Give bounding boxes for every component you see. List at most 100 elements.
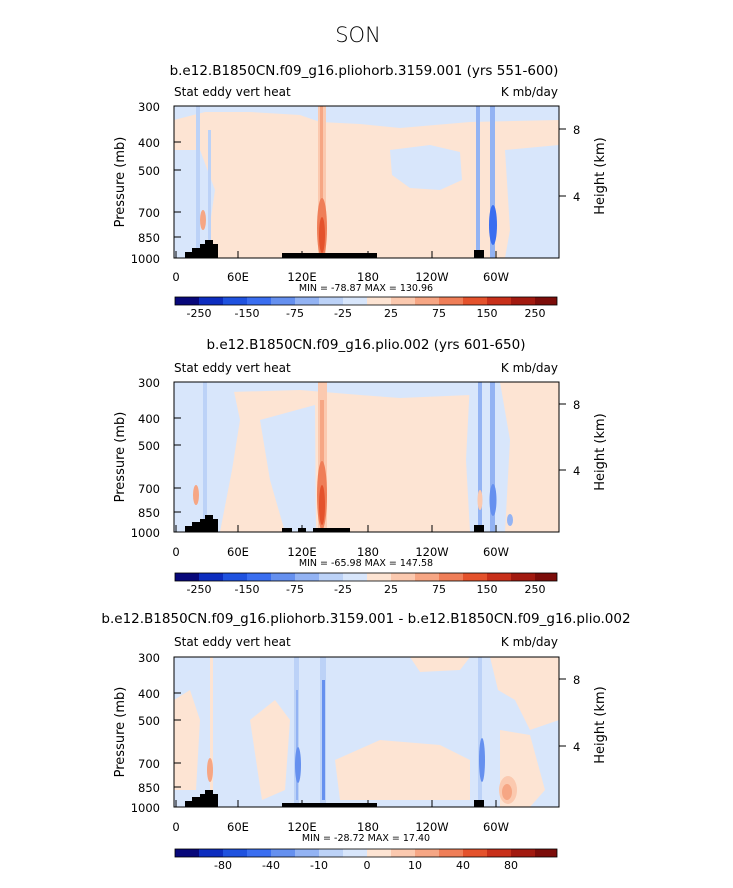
panel-2-cbar-label-0: -250: [187, 583, 212, 596]
panel-1-cbar-frame: [174, 296, 558, 306]
panel-1-neg-region-mid: [390, 145, 462, 190]
panel-1-x-axis: 0 60E 120E 180 120W 60W MIN = -78.87 MAX…: [172, 251, 509, 294]
panel-1-cbar-label-1: -150: [235, 307, 260, 320]
panel-2-right-label: K mb/day: [501, 361, 558, 375]
panel-2-cbar-0: [175, 573, 199, 581]
panel-2-topography-africa: [185, 515, 218, 532]
panel-2-ytick-label-400: 400: [138, 412, 160, 426]
panel-1-cbar-11: [439, 297, 463, 305]
panel-2-cbar-15: [535, 573, 557, 581]
panel-2-ytick-label-1000: 1000: [131, 526, 160, 540]
panel-2-pos-spot: [193, 485, 199, 505]
panel-2-cbar-2: [223, 573, 247, 581]
panel-1-cbar-label-2: -75: [286, 307, 304, 320]
panel-1-minmax: MIN = -78.87 MAX = 130.96: [299, 283, 433, 294]
panel-3-cbar-7: [343, 849, 367, 857]
panel-1-left-label: Stat eddy vert heat: [174, 85, 291, 99]
panel-2-cbar-label-7: 250: [525, 583, 546, 596]
panel-2-cbar-label-6: 150: [477, 583, 498, 596]
panel-2-xtick-label-120e: 120E: [287, 545, 316, 559]
panel-1-htick-label-4: 4: [573, 190, 580, 204]
panel-1-right-label: K mb/day: [501, 85, 558, 99]
panel-1-title: b.e12.B1850CN.f09_g16.pliohorb.3159.001 …: [170, 63, 559, 79]
panel-3-cbar-6: [319, 849, 343, 857]
panel-3-colorbar: -80 -40 -10 0 10 40 80: [174, 848, 558, 872]
panel-2-neg-region-right: [466, 382, 510, 532]
panel-2-title: b.e12.B1850CN.f09_g16.plio.002 (yrs 601-…: [206, 337, 525, 353]
panel-3-cbar-3: [247, 849, 271, 857]
panel-3-cbar-15: [535, 849, 557, 857]
panel-1-y-axis: Pressure (mb) 300 400 500 700 850 1000: [113, 100, 181, 266]
panel-3-ytick-label-850: 850: [138, 781, 160, 795]
panel-1-neg-core: [489, 205, 497, 245]
panel-3-right-label: K mb/day: [501, 635, 558, 649]
panel-2-cbar-12: [463, 573, 487, 581]
panel-2-cbar-label-1: -150: [235, 583, 260, 596]
panel-1-neg-region-left: [174, 150, 215, 258]
panel-3-cbar-11: [439, 849, 463, 857]
panel-1-neg-column-a: [196, 106, 200, 258]
panel-3-neg-column-e: [478, 657, 482, 807]
panel-3-y-axis: Pressure (mb) 300 400 500 700 850 1000: [113, 651, 181, 815]
panel-1-right-axis: Height (km) 8 4: [559, 123, 608, 215]
panel-2-cbar-10: [415, 573, 439, 581]
panel-2-cbar-label-5: 75: [432, 583, 446, 596]
panel-3-xtick-label-180: 180: [357, 820, 379, 834]
panel-3-xtick-label-60w: 60W: [483, 820, 509, 834]
panel-3-frame: [173, 656, 560, 808]
panel-2-colorbar: -250 -150 -75 -25 25 75 150 250: [174, 572, 558, 596]
panel-1-cbar-14: [511, 297, 535, 305]
panel-3-ylabel-right: Height (km): [593, 686, 608, 763]
panel-1-ytick-label-400: 400: [138, 136, 160, 150]
panel-2-cbar-11: [439, 573, 463, 581]
panel-1-neg-column-d: [490, 106, 495, 258]
panel-1-neg-region-upper: [174, 106, 559, 128]
panel-2-ylabel-right: Height (km): [593, 413, 608, 490]
panel-3-pos-region-asia: [250, 700, 290, 800]
panel-3-pos-region-upper-right: [490, 657, 559, 730]
panel-3-cbar-label-0: -80: [214, 859, 232, 872]
panel-3-htick-label-4: 4: [573, 740, 580, 754]
panel-1-cbar-label-4: 25: [384, 307, 398, 320]
panel-1-cbar-4: [271, 297, 295, 305]
panel-1-cbar-12: [463, 297, 487, 305]
panel-3-pos-region-north: [410, 657, 470, 672]
panel-3-neg-column-b: [296, 690, 298, 800]
panel-3-cbar-12: [463, 849, 487, 857]
panel-1-cbar-7: [343, 297, 367, 305]
panel-3-right-axis: Height (km) 8 4: [559, 673, 608, 764]
panel-1-neg-column-c: [476, 106, 480, 258]
panel-1-cbar-label-6: 150: [477, 307, 498, 320]
panel-2-cbar-6: [319, 573, 343, 581]
panel-1-neg-column-b: [208, 130, 211, 250]
panel-1-cbar-3: [247, 297, 271, 305]
panel-1-cbar-8: [367, 297, 391, 305]
panel-2-x-axis: 0 60E 120E 180 120W 60W MIN = -65.98 MAX…: [172, 525, 509, 569]
panel-1-cbar-15: [535, 297, 557, 305]
panel-2-right-axis: Height (km) 8 4: [559, 398, 608, 491]
panel-3-ytick-label-500: 500: [138, 714, 160, 728]
panel-1-cbar-2: [223, 297, 247, 305]
panel-1-xtick-label-120w: 120W: [415, 270, 448, 284]
panel-2-cbar-1: [199, 573, 223, 581]
panel-2-ytick-label-500: 500: [138, 439, 160, 453]
panel-1-cbar-0: [175, 297, 199, 305]
panel-2-htick-label-4: 4: [573, 464, 580, 478]
panel-3-cbar-1: [199, 849, 223, 857]
panel-2-cbar-3: [247, 573, 271, 581]
panel-1-pos-spot: [200, 210, 206, 230]
panel-3-cbar-9: [391, 849, 415, 857]
panel-1: b.e12.B1850CN.f09_g16.pliohorb.3159.001 …: [113, 63, 608, 320]
panel-1-topography-asia: [282, 253, 377, 258]
panel-3-xtick-label-60e: 60E: [227, 820, 249, 834]
panel-2-ylabel: Pressure (mb): [113, 412, 128, 503]
panel-2-cbar-frame: [174, 572, 558, 582]
panel-3-cbar-label-3: 0: [364, 859, 371, 872]
panel-2-cbar-14: [511, 573, 535, 581]
panel-3: b.e12.B1850CN.f09_g16.pliohorb.3159.001 …: [101, 611, 630, 872]
panel-3-cbar-4: [271, 849, 295, 857]
panel-2-topography-asia-1: [282, 528, 292, 532]
panel-2-neg-region-asia: [260, 405, 316, 532]
panel-2-neg-column-b: [478, 382, 482, 532]
panel-1-ytick-label-500: 500: [138, 164, 160, 178]
